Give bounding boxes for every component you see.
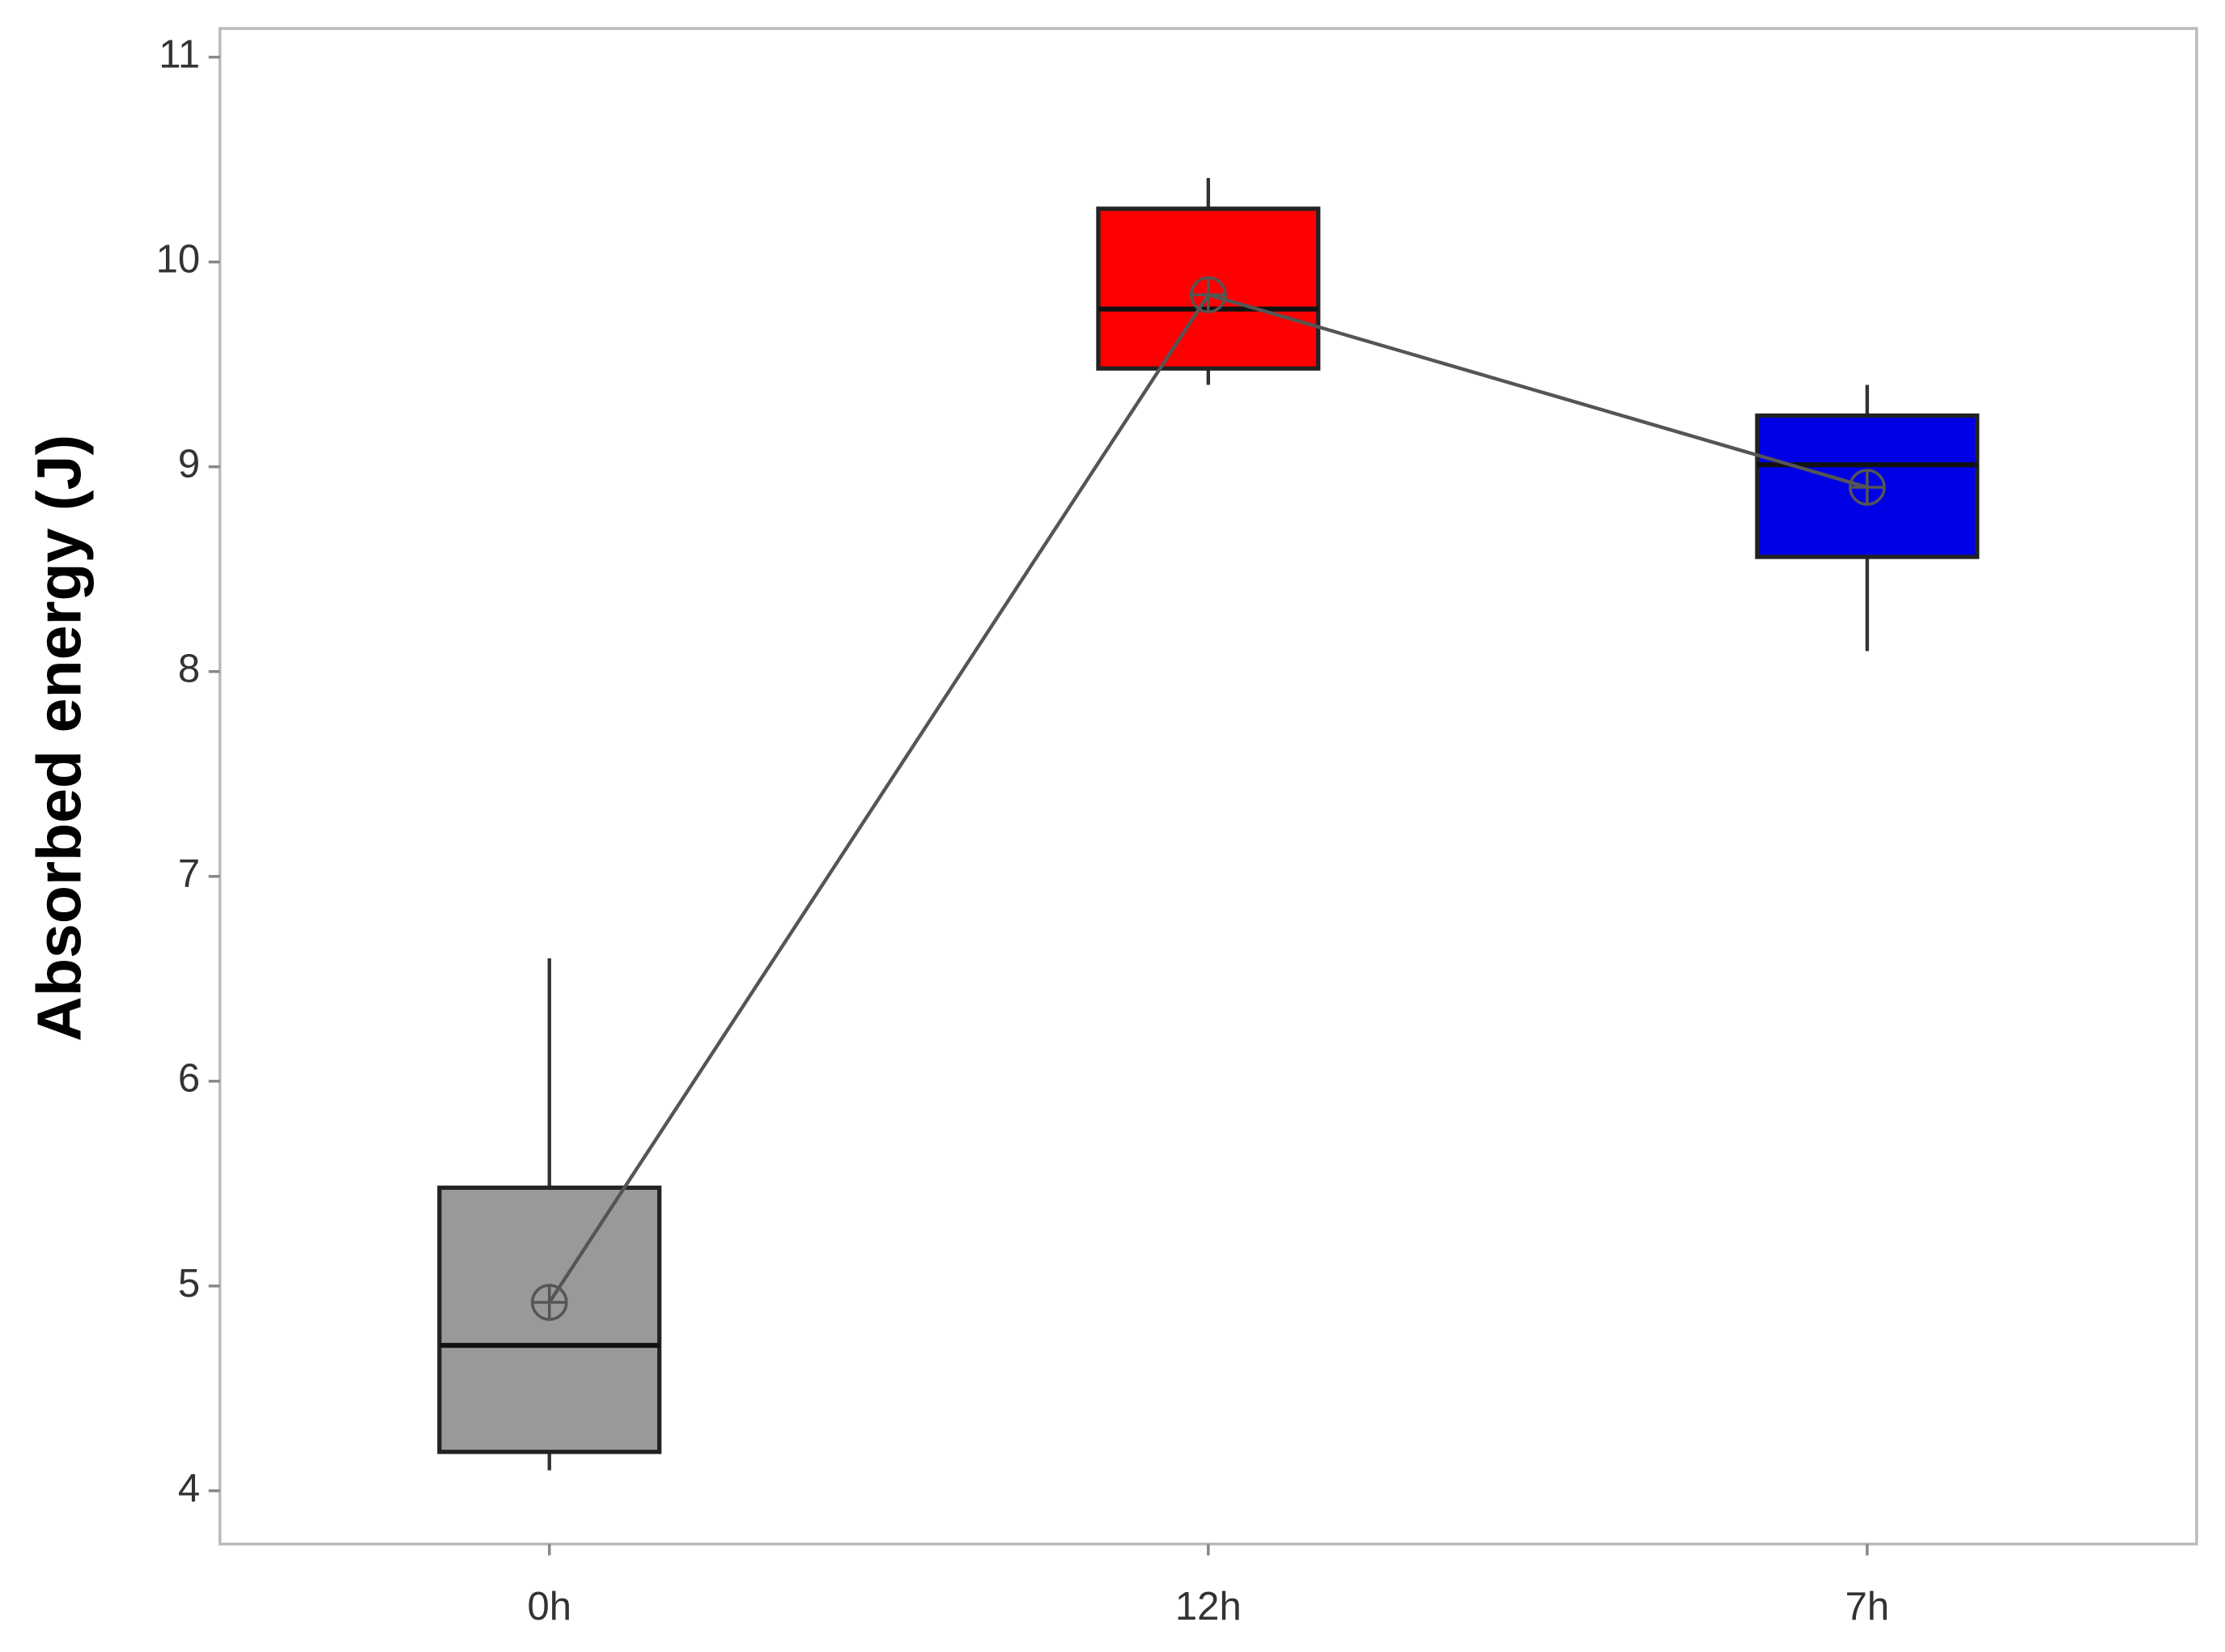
mean-marker: [530, 1284, 568, 1321]
y-tick-label: 7: [178, 852, 200, 896]
y-tick-label: 5: [178, 1262, 200, 1306]
y-tick-label: 10: [156, 238, 201, 282]
x-tick-label: 12h: [1175, 1585, 1242, 1629]
y-tick-label: 6: [178, 1057, 200, 1101]
mean-marker: [1190, 276, 1227, 313]
y-tick-label: 4: [178, 1467, 200, 1510]
mean-marker: [1849, 469, 1886, 506]
y-tick-label: 11: [159, 33, 200, 77]
y-tick-label: 8: [178, 648, 200, 691]
y-tick-label: 9: [178, 443, 200, 486]
y-axis-label: Absorbed energy (J): [24, 435, 94, 1042]
x-tick-label: 0h: [527, 1585, 571, 1629]
x-tick-label: 7h: [1845, 1585, 1890, 1629]
